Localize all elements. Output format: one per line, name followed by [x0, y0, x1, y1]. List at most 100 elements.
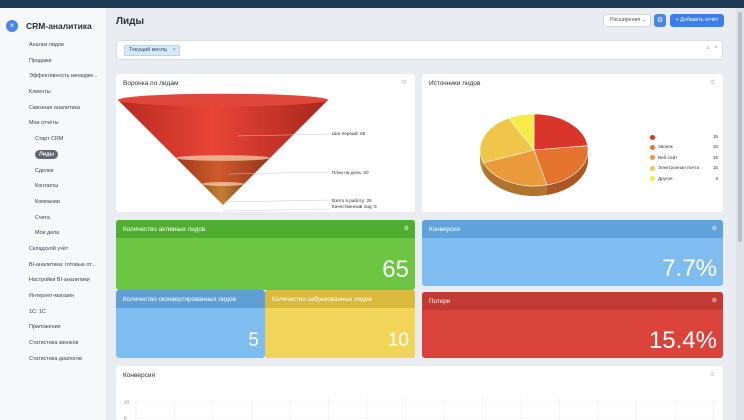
page-title: Лиды: [116, 16, 145, 27]
sidebar-item[interactable]: Контакты: [0, 179, 106, 195]
legend-item[interactable]: Веб-сайт 15: [650, 153, 718, 163]
sidebar-item[interactable]: Настройки BI-аналитики: [0, 273, 106, 289]
funnel-leader-line: [229, 171, 331, 175]
sidebar-item[interactable]: Сделки: [0, 164, 106, 180]
converted-leads-tile: Количество сконвертированных лидов 5: [116, 290, 265, 358]
search-icon[interactable]: ⌕: [706, 45, 710, 52]
rejected-leads-value: 10: [387, 330, 409, 351]
conversion-title: Конверсия: [429, 226, 461, 233]
plus-icon: +: [675, 17, 681, 23]
funnel-label: План на день: 50: [332, 170, 369, 175]
sidebar-item[interactable]: Статистика звонков: [0, 336, 106, 352]
legend-dot: [650, 165, 655, 171]
pie-legend: 15 Звонок 15 Веб-сайт 15 Электронная почта 15 Д…: [650, 132, 718, 184]
funnel-chart: [118, 93, 331, 212]
sidebar-item[interactable]: Сквозная аналитика: [0, 101, 106, 117]
funnel-segment-top: [202, 182, 244, 186]
sidebar-item[interactable]: Анализ лидов: [0, 38, 106, 54]
sidebar-item-label: Статистика диалогов: [29, 355, 82, 362]
sidebar-item[interactable]: Лиды: [0, 148, 106, 164]
close-icon[interactable]: ×: [6, 20, 18, 32]
sidebar-item[interactable]: Клиенты: [0, 85, 106, 101]
main-area: Лиды Расширения ⌄ ⚙ + Добавить отчёт Тек…: [106, 8, 736, 420]
pie-slice-side: [480, 150, 484, 173]
sidebar-item-label: Счета: [35, 214, 50, 221]
pie-slice-side: [483, 162, 547, 196]
filter-chip[interactable]: Текущий месяц ×: [124, 45, 180, 56]
y-tick-label: 10: [124, 400, 130, 405]
sidebar-item[interactable]: Складской учёт: [0, 242, 106, 258]
gear-icon[interactable]: ⚙: [709, 80, 715, 86]
gear-icon[interactable]: ⚙: [711, 298, 717, 304]
sidebar-item[interactable]: Счета: [0, 211, 106, 227]
funnel-title: Воронка по лидам: [123, 80, 179, 87]
sidebar-item-label: Настройки BI-аналитики: [29, 277, 90, 284]
extensions-button[interactable]: Расширения ⌄: [603, 14, 651, 27]
legend-dot: [650, 144, 655, 150]
funnel-segment: [202, 184, 244, 205]
funnel-leader-line: [236, 133, 331, 137]
sources-card: Источники лидов ⚙ 15 Звонок 15 Веб-сайт 15 Эл…: [422, 74, 723, 212]
legend-item[interactable]: Другое 5: [650, 174, 718, 184]
pie-chart: [479, 113, 589, 196]
sidebar-item[interactable]: 1С: 1С: [0, 305, 106, 321]
sidebar-item[interactable]: Эффективность менедже...: [0, 69, 106, 85]
converted-leads-value: 5: [248, 330, 259, 351]
conversion-chart-card: Конверсия ⚙ 10 8: [116, 366, 723, 420]
pie-slice[interactable]: [508, 113, 535, 151]
funnel-segment: [176, 158, 270, 184]
pie-slice[interactable]: [533, 113, 588, 151]
sidebar-item-label: Старт CRM: [35, 136, 64, 143]
gear-icon[interactable]: ⚙: [709, 372, 715, 378]
sidebar-item[interactable]: Компании: [0, 195, 106, 211]
filter-chip-label: Текущий месяц: [129, 47, 167, 53]
legend-item[interactable]: Электронная почта 15: [650, 163, 718, 173]
sidebar-item-label: Мои дела: [35, 230, 60, 237]
scrollbar-thumb[interactable]: [738, 12, 742, 242]
sidebar-item-label: Эффективность менедже...: [29, 73, 98, 80]
legend-dot: [650, 155, 655, 161]
legend-label: Звонок: [658, 144, 673, 150]
funnel-segment-top: [118, 93, 328, 107]
clear-icon[interactable]: ×: [714, 45, 718, 51]
rejected-leads-header: [265, 290, 415, 308]
funnel-segment: [118, 100, 328, 158]
sidebar-item[interactable]: Приложения: [0, 320, 106, 336]
legend-label: Веб-сайт: [658, 154, 678, 160]
page-scrollbar[interactable]: [736, 8, 744, 420]
sidebar-item[interactable]: Мои отчёты: [0, 116, 106, 132]
legend-item[interactable]: 15: [650, 132, 718, 142]
funnel-card: Воронка по лидам ⚙ Шаг первый: 65 План н…: [116, 74, 415, 212]
chevron-down-icon: ⌄: [641, 17, 646, 23]
gear-icon[interactable]: ⚙: [401, 80, 407, 86]
pie-slice[interactable]: [533, 145, 589, 186]
legend-item[interactable]: Звонок 15: [650, 142, 718, 152]
gear-icon[interactable]: ⚙: [403, 226, 409, 232]
funnel-leader-line: [222, 208, 331, 212]
sidebar-item[interactable]: BI-аналитика: готовые от...: [0, 258, 106, 274]
sidebar-item-label: Мои отчёты: [29, 120, 59, 127]
sidebar-item-label: Сделки: [35, 167, 54, 174]
filter-search-bar[interactable]: Текущий месяц × ⌕ ×: [116, 40, 723, 60]
sidebar-item-label: Лиды: [35, 150, 59, 160]
sidebar-item[interactable]: Старт CRM: [0, 132, 106, 148]
legend-dot: [650, 134, 655, 140]
gear-icon[interactable]: ⚙: [711, 226, 717, 232]
sources-title: Источники лидов: [429, 80, 481, 87]
losses-value: 15.4%: [648, 327, 717, 354]
legend-value: 5: [715, 175, 718, 181]
add-report-button[interactable]: + Добавить отчёт: [670, 14, 724, 27]
losses-header: [422, 292, 723, 310]
sidebar-item[interactable]: Продажи: [0, 54, 106, 70]
sidebar-item-label: Клиенты: [29, 89, 51, 96]
sidebar-item[interactable]: Интернет-магазин: [0, 289, 106, 305]
gear-icon: ⚙: [656, 17, 664, 24]
funnel-label: Качественный лид: 5: [332, 204, 377, 209]
sidebar-item[interactable]: Статистика диалогов: [0, 352, 106, 368]
funnel-label: Шаг первый: 65: [332, 131, 366, 136]
sidebar-item[interactable]: Мои дела: [0, 226, 106, 242]
chip-remove-icon[interactable]: ×: [172, 47, 176, 53]
pie-slice[interactable]: [479, 117, 535, 164]
settings-button[interactable]: ⚙: [654, 14, 666, 27]
losses-tile: Потери ⚙ 15.4%: [422, 292, 723, 358]
